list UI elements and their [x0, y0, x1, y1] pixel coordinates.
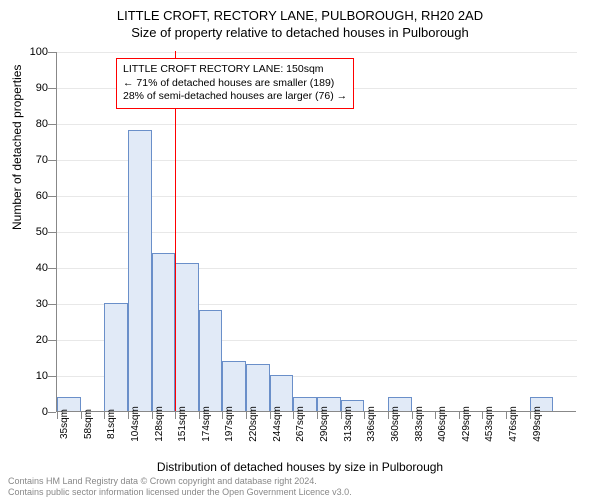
histogram-bar [199, 310, 223, 411]
chart-subtitle: Size of property relative to detached ho… [0, 23, 600, 40]
xtick-label: 313sqm [343, 406, 354, 442]
xtick-label: 383sqm [414, 406, 425, 442]
xtick [246, 411, 247, 419]
gridline [57, 124, 577, 125]
xtick-label: 174sqm [201, 406, 212, 442]
xtick [81, 411, 82, 419]
ytick-label: 50 [18, 226, 48, 238]
xtick [152, 411, 153, 419]
gridline [57, 52, 577, 53]
xtick [270, 411, 271, 419]
xtick-label: 81sqm [106, 409, 117, 439]
chart-container: LITTLE CROFT, RECTORY LANE, PULBOROUGH, … [0, 0, 600, 500]
xtick-label: 476sqm [508, 406, 519, 442]
xtick [530, 411, 531, 419]
xtick-label: 499sqm [532, 406, 543, 442]
histogram-bar [104, 303, 128, 411]
xtick-label: 267sqm [295, 406, 306, 442]
xtick [388, 411, 389, 419]
histogram-bar [222, 361, 246, 411]
ytick-label: 10 [18, 370, 48, 382]
xtick-label: 453sqm [484, 406, 495, 442]
xtick-label: 429sqm [461, 406, 472, 442]
xtick [57, 411, 58, 419]
ytick-label: 40 [18, 262, 48, 274]
ytick [48, 232, 56, 233]
annotation-box: LITTLE CROFT RECTORY LANE: 150sqm← 71% o… [116, 58, 354, 109]
xtick-label: 35sqm [59, 409, 70, 439]
ytick [48, 88, 56, 89]
ytick-label: 30 [18, 298, 48, 310]
ytick-label: 80 [18, 118, 48, 130]
xtick-label: 360sqm [390, 406, 401, 442]
xtick-label: 244sqm [272, 406, 283, 442]
ytick-label: 70 [18, 154, 48, 166]
ytick-label: 0 [18, 406, 48, 418]
ytick [48, 196, 56, 197]
histogram-bar [128, 130, 152, 411]
xtick-label: 336sqm [366, 406, 377, 442]
ytick [48, 52, 56, 53]
ytick-label: 90 [18, 82, 48, 94]
xtick-label: 290sqm [319, 406, 330, 442]
annotation-line: 28% of semi-detached houses are larger (… [123, 90, 347, 104]
ytick [48, 304, 56, 305]
footer-attribution: Contains HM Land Registry data © Crown c… [8, 476, 352, 498]
annotation-line: LITTLE CROFT RECTORY LANE: 150sqm [123, 63, 347, 77]
footer-line-2: Contains public sector information licen… [8, 487, 352, 498]
xtick [506, 411, 507, 419]
histogram-bar [246, 364, 270, 411]
ytick [48, 412, 56, 413]
ytick-label: 20 [18, 334, 48, 346]
xtick [341, 411, 342, 419]
xtick-label: 220sqm [248, 406, 259, 442]
annotation-line: ← 71% of detached houses are smaller (18… [123, 77, 347, 91]
xtick-label: 128sqm [154, 406, 165, 442]
ytick [48, 160, 56, 161]
ytick [48, 268, 56, 269]
ytick [48, 340, 56, 341]
xtick-label: 104sqm [130, 406, 141, 442]
xtick [317, 411, 318, 419]
histogram-bar [175, 263, 199, 411]
ytick [48, 124, 56, 125]
xtick [412, 411, 413, 419]
xtick-label: 151sqm [177, 406, 188, 442]
plot-area: 0102030405060708090100 35sqm58sqm81sqm10… [56, 52, 576, 412]
x-axis-label: Distribution of detached houses by size … [0, 460, 600, 474]
footer-line-1: Contains HM Land Registry data © Crown c… [8, 476, 352, 487]
xtick [459, 411, 460, 419]
xtick [199, 411, 200, 419]
histogram-bar [152, 253, 176, 411]
ytick-label: 60 [18, 190, 48, 202]
xtick [128, 411, 129, 419]
ytick-label: 100 [18, 46, 48, 58]
ytick [48, 376, 56, 377]
xtick-label: 197sqm [224, 406, 235, 442]
xtick-label: 58sqm [83, 409, 94, 439]
chart-title: LITTLE CROFT, RECTORY LANE, PULBOROUGH, … [0, 0, 600, 23]
xtick-label: 406sqm [437, 406, 448, 442]
